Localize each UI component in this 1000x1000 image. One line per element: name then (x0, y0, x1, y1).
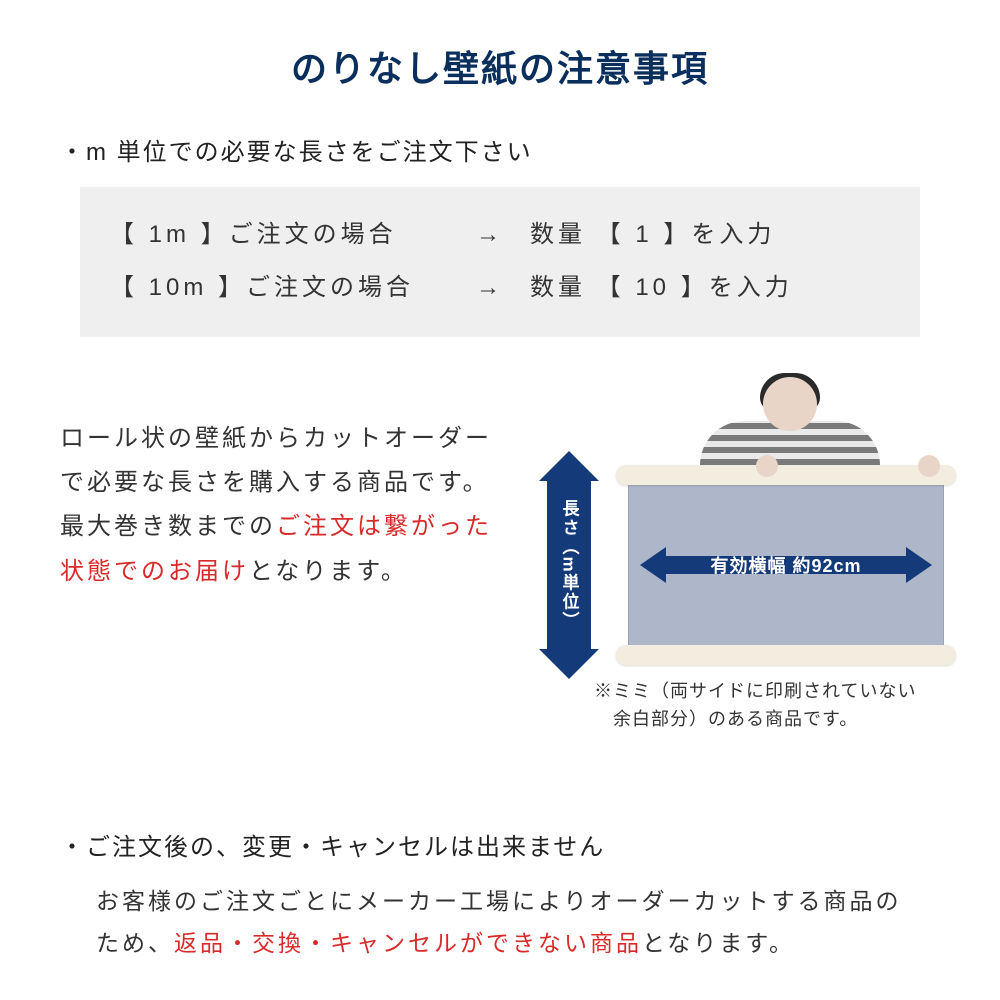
example-1-left: 【 1m 】ご注文の場合 (110, 209, 450, 262)
mimi-note: ※ミミ（両サイドに印刷されていない 余白部分）のある商品です。 (594, 677, 940, 735)
order-example-box: 【 1m 】ご注文の場合 → 数量 【 1 】を入力 【 10m 】ご注文の場合… (80, 187, 920, 337)
vertical-arrow-icon: 長さ（m単位） (538, 451, 600, 679)
example-2-left: 【 10m 】ご注文の場合 (110, 262, 450, 315)
note-line-2: 余白部分）のある商品です。 (594, 709, 858, 729)
page-title: のりなし壁紙の注意事項 (60, 40, 940, 92)
no-cancel-description: お客様のご注文ごとにメーカー工場によりオーダーカットする商品のため、返品・交換・… (60, 880, 940, 965)
arrow-icon: → (450, 262, 530, 315)
bottom-tail: となります。 (642, 930, 795, 956)
example-row-1: 【 1m 】ご注文の場合 → 数量 【 1 】を入力 (110, 209, 890, 262)
horizontal-arrow-label: 有効横幅 約92cm (616, 552, 956, 578)
wallpaper-sheet: 有効横幅 約92cm (616, 465, 956, 665)
bullet-order-by-meter: ・m 単位での必要な長さをご注文下さい (60, 132, 940, 167)
person-illustration (640, 377, 940, 467)
wallpaper-diagram: 長さ（m単位） 有効横幅 約92cm ※ミミ（両サイドに印刷されていない 余白部… (520, 377, 940, 717)
example-2-right: 数量 【 10 】を入力 (530, 262, 890, 315)
note-line-1: ※ミミ（両サイドに印刷されていない (594, 681, 916, 701)
bottom-highlight: 返品・交換・キャンセルができない商品 (174, 930, 642, 956)
mid-section: ロール状の壁紙からカットオーダーで必要な長さを購入する商品です。最大巻き数までの… (60, 377, 940, 717)
desc-tail: となります。 (249, 558, 408, 585)
arrow-icon: → (450, 209, 530, 262)
bottom-section: ・ご注文後の、変更・キャンセルは出来ません お客様のご注文ごとにメーカー工場によ… (60, 827, 940, 965)
roll-description: ロール状の壁紙からカットオーダーで必要な長さを購入する商品です。最大巻き数までの… (60, 377, 500, 717)
example-1-right: 数量 【 1 】を入力 (530, 209, 890, 262)
example-row-2: 【 10m 】ご注文の場合 → 数量 【 10 】を入力 (110, 262, 890, 315)
vertical-arrow-label: 長さ（m単位） (557, 499, 582, 630)
bullet-no-cancel: ・ご注文後の、変更・キャンセルは出来ません (60, 827, 940, 862)
